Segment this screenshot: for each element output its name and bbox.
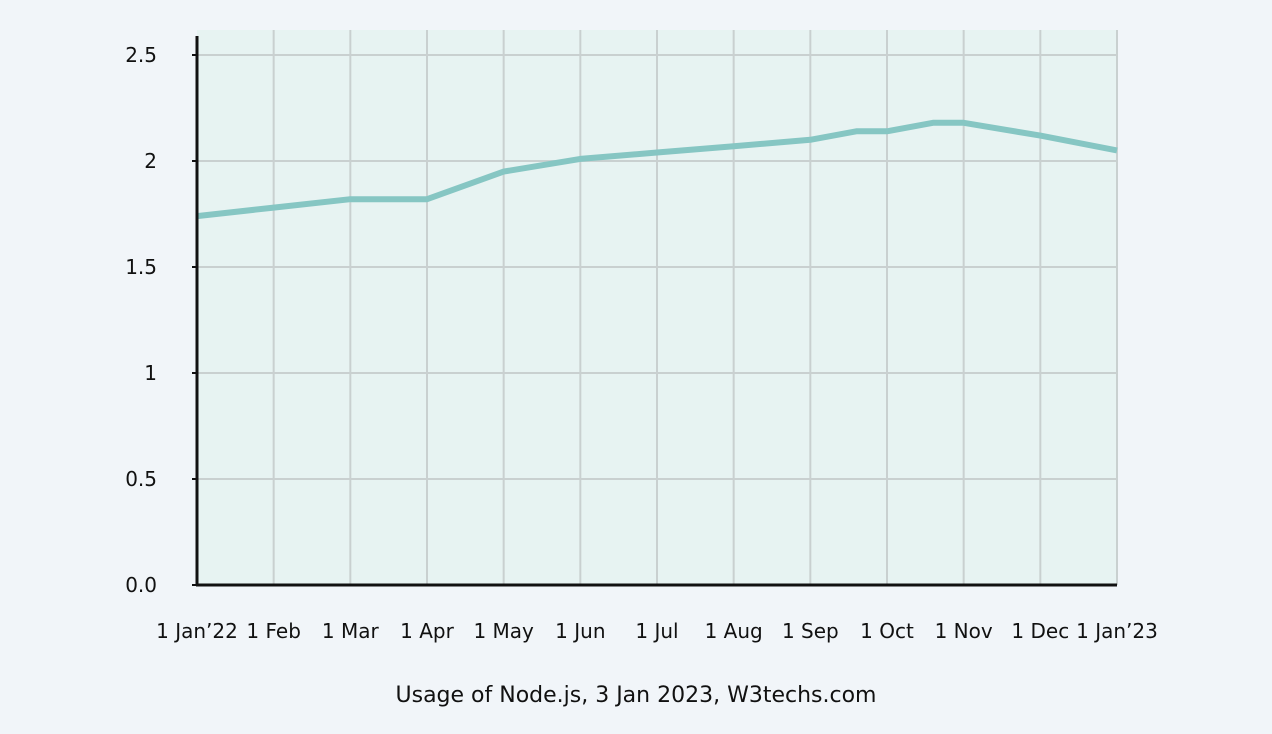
x-tick-label: 1 Sep [782,619,839,643]
x-tick-label: 1 Jul [635,619,678,643]
grid-lines [197,30,1118,585]
x-tick-label: 1 Feb [246,619,301,643]
x-axis-tick-labels: 1 Jan’22 1 Feb 1 Mar 1 Apr 1 May 1 Jun 1 Jul 1 … [156,619,1158,643]
x-tick-label: 1 Jan’22 [156,619,238,643]
y-axis-tick-labels: 0.0 0.5 1 1.5 2 2.5 [125,43,197,597]
x-tick-label: 1 May [473,619,534,643]
y-tick-label: 1.5 [125,255,157,279]
x-tick-label: 1 Apr [400,619,454,643]
x-tick-label: 1 Jun [555,619,605,643]
x-tick-label: 1 Oct [860,619,914,643]
series-line [196,119,1118,220]
x-tick-label: 1 Nov [935,619,993,643]
y-tick-label: 1 [144,361,157,385]
y-tick-label: 0.0 [125,573,157,597]
x-tick-label: 1 Jan’23 [1076,619,1158,643]
y-tick-label: 0.5 [125,467,157,491]
x-tick-label: 1 Aug [705,619,763,643]
y-tick-label: 2 [144,149,157,173]
x-tick-label: 1 Dec [1011,619,1069,643]
chart-caption: Usage of Node.js, 3 Jan 2023, W3techs.co… [396,683,877,708]
y-tick-label: 2.5 [125,43,157,67]
x-tick-label: 1 Mar [322,619,380,643]
